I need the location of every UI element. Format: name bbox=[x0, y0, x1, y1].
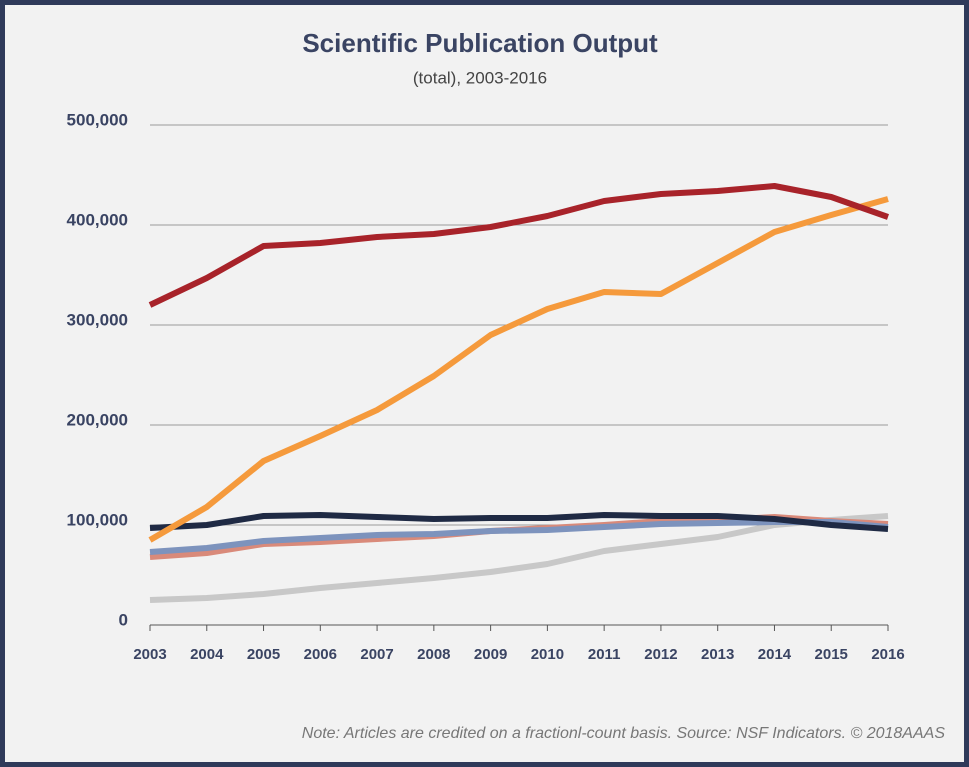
x-tick-label: 2007 bbox=[360, 646, 393, 663]
series-line bbox=[149, 519, 889, 555]
series-line bbox=[148, 196, 889, 543]
x-tick-label: 2015 bbox=[815, 646, 848, 663]
x-tick-label: 2009 bbox=[474, 646, 507, 663]
x-tick-label: 2003 bbox=[133, 646, 166, 663]
y-tick-label: 300,000 bbox=[67, 310, 128, 329]
x-tick-label: 2012 bbox=[644, 646, 677, 663]
x-tick-label: 2004 bbox=[190, 646, 224, 663]
x-tick-label: 2008 bbox=[417, 646, 450, 663]
series-line bbox=[148, 183, 889, 308]
y-tick-label: 500,000 bbox=[67, 110, 128, 129]
chart-title: Scientific Publication Output bbox=[302, 28, 658, 58]
y-tick-label: 400,000 bbox=[67, 210, 128, 229]
x-tick-label: 2006 bbox=[304, 646, 337, 663]
x-tick-label: 2013 bbox=[701, 646, 734, 663]
x-tick-label: 2014 bbox=[758, 646, 792, 663]
x-tick-label: 2011 bbox=[588, 646, 621, 663]
x-tick-label: 2005 bbox=[247, 646, 280, 663]
chart-subtitle: (total), 2003-2016 bbox=[413, 68, 547, 87]
y-tick-label: 200,000 bbox=[67, 410, 128, 429]
series-line bbox=[149, 513, 889, 603]
y-tick-label: 100,000 bbox=[67, 510, 128, 529]
x-tick-label: 2010 bbox=[531, 646, 564, 663]
y-tick-label: 0 bbox=[119, 610, 128, 629]
x-tick-label: 2016 bbox=[871, 646, 904, 663]
series-line bbox=[149, 512, 889, 532]
note: Note: Articles are credited on a fractio… bbox=[302, 725, 946, 742]
